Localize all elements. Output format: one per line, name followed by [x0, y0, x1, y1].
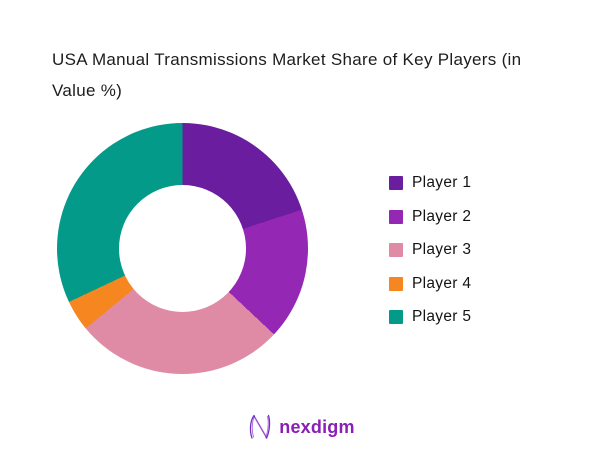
legend-label: Player 1 [412, 174, 472, 191]
brand-wordmark: nexdigm [279, 416, 355, 437]
legend-marker-player-5 [389, 310, 403, 324]
legend-item: Player 3 [389, 241, 472, 258]
donut-hole [119, 185, 246, 312]
legend-marker-player-1 [389, 176, 403, 190]
brand-logo: nexdigm [0, 413, 602, 441]
legend-label: Player 2 [412, 207, 472, 225]
legend-marker-player-4 [389, 276, 403, 291]
legend-marker-player-3 [389, 243, 403, 257]
legend-item: Player 5 [389, 308, 472, 325]
legend-item: Player 2 [389, 207, 472, 225]
donut-chart [57, 123, 308, 374]
legend-item: Player 1 [389, 174, 472, 191]
nexdigm-logo-icon [250, 414, 271, 439]
legend-label: Player 3 [412, 241, 472, 258]
legend-label: Player 5 [412, 308, 472, 325]
legend-marker-player-2 [389, 209, 403, 224]
legend-label: Player 4 [412, 274, 472, 292]
chart-title: USA Manual Transmissions Market Share of… [52, 50, 522, 100]
legend: Player 1 Player 2 Player 3 Player 4 Play… [389, 174, 472, 343]
legend-item: Player 4 [389, 274, 472, 292]
